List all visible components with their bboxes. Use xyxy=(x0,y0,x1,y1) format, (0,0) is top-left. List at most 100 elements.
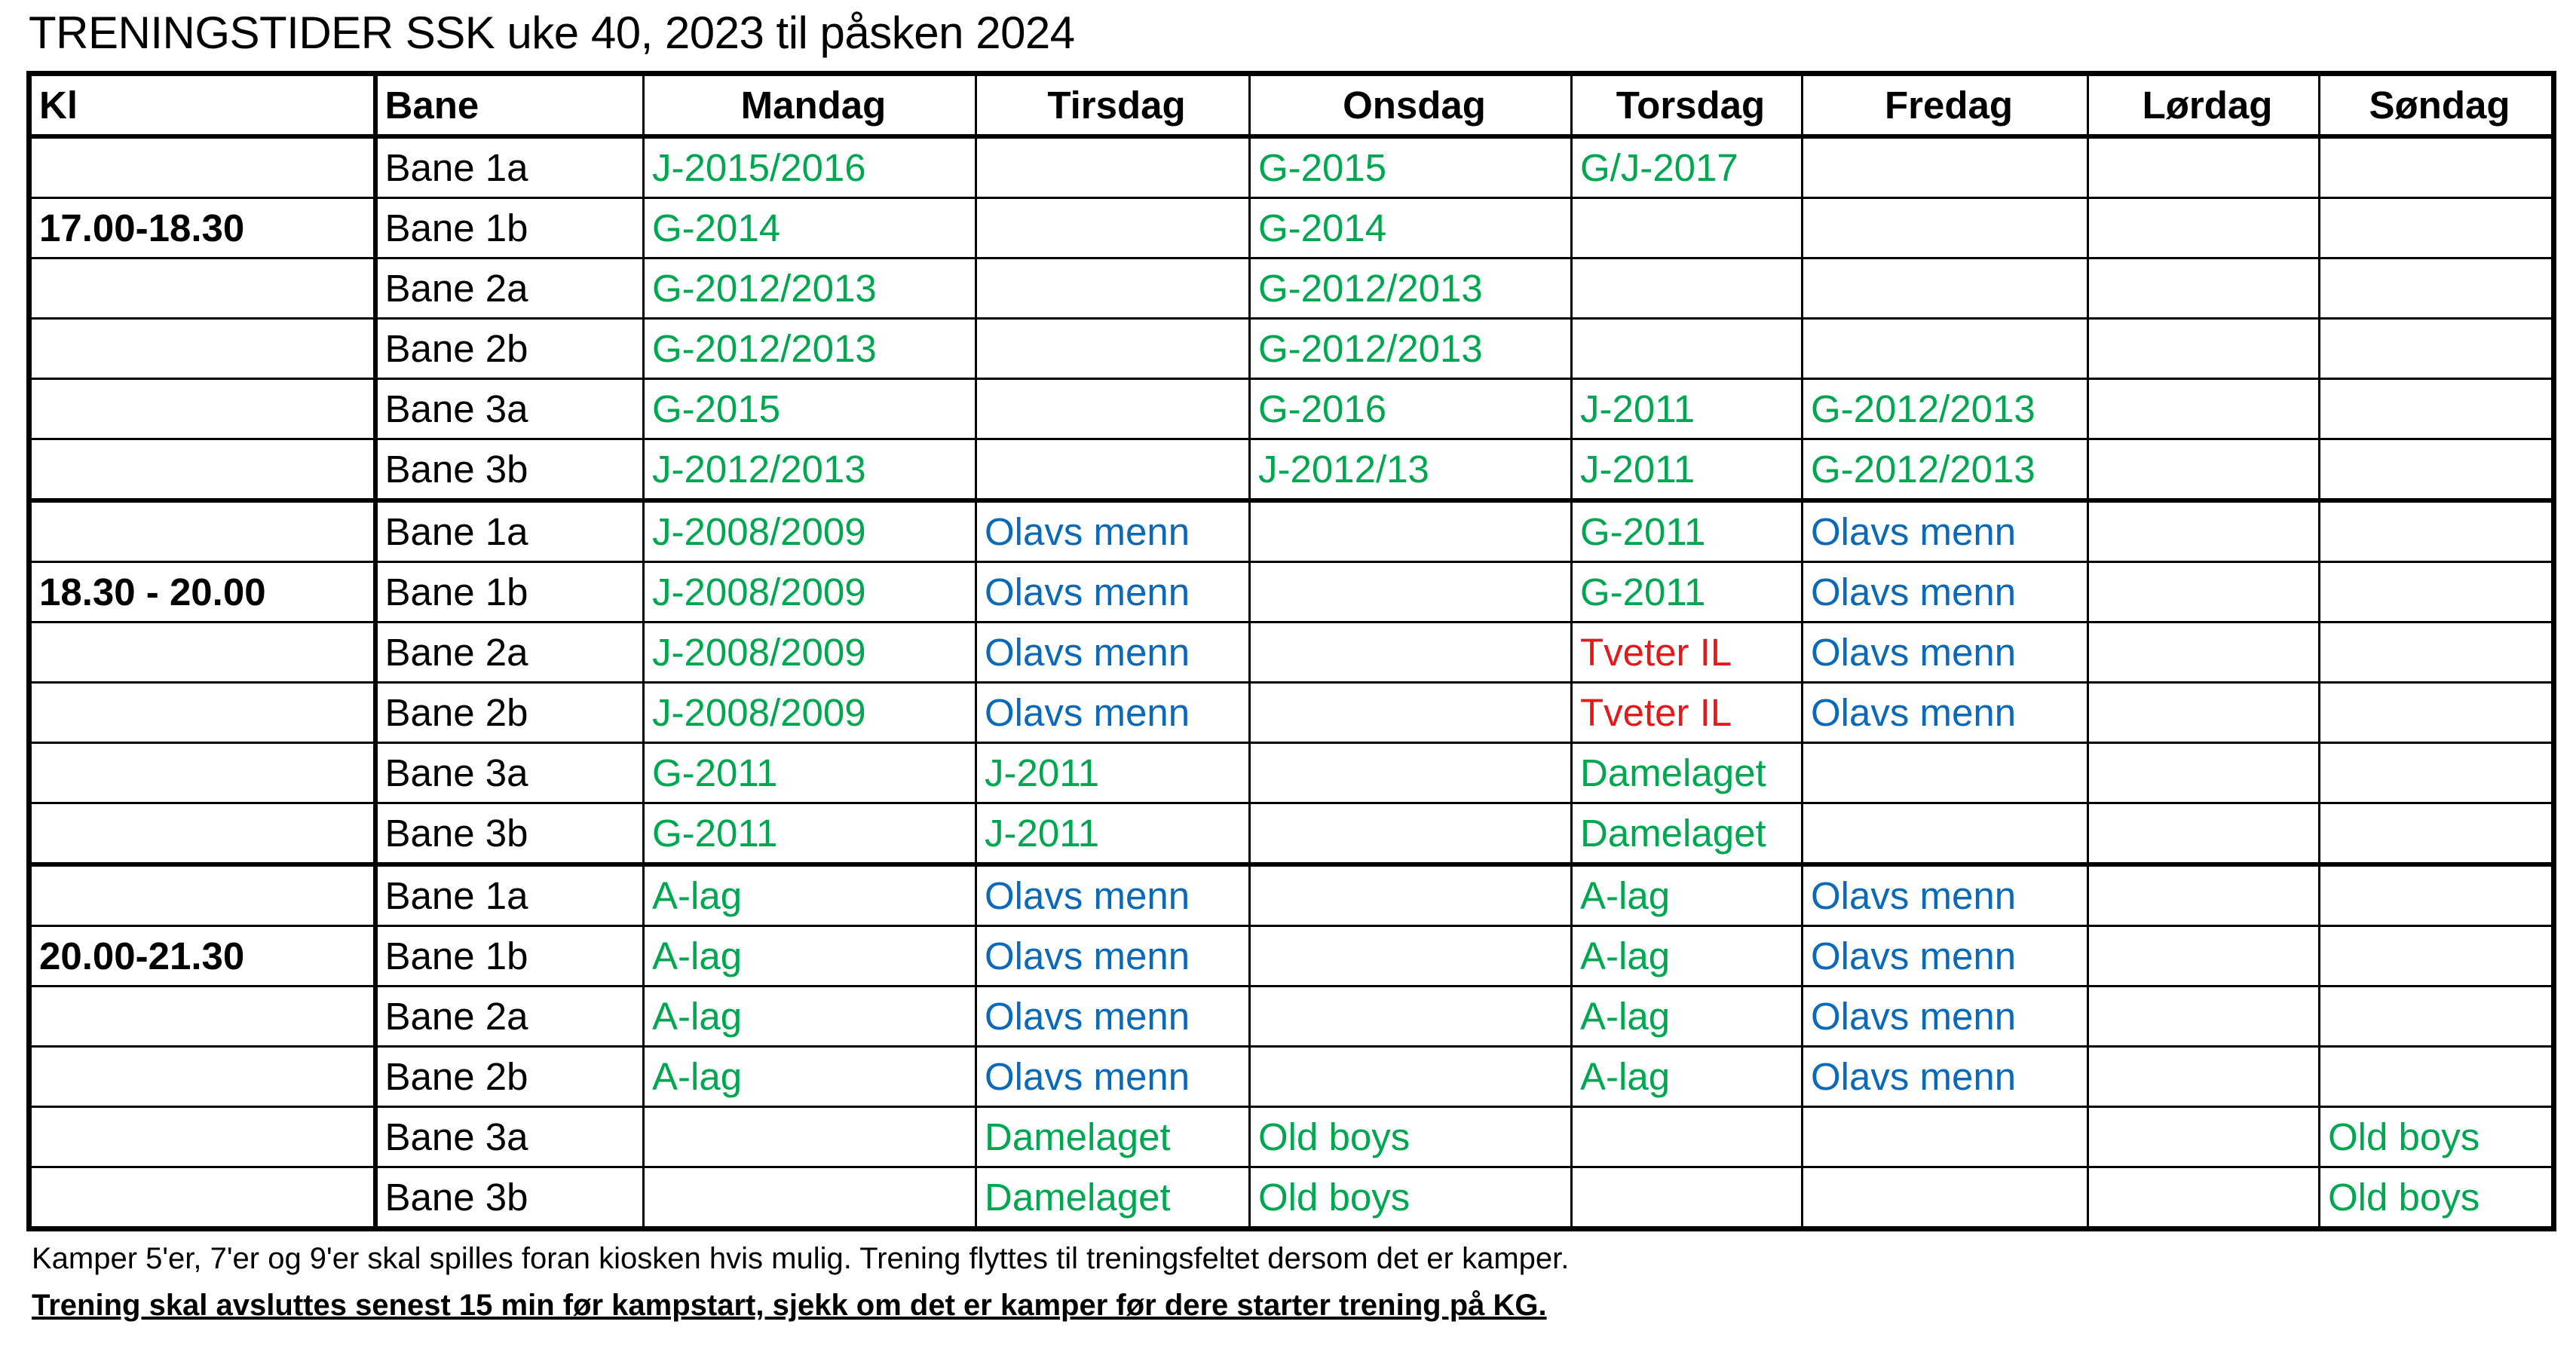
team-cell: Olavs menn xyxy=(1801,498,2089,563)
training-schedule-table: Kl Bane Mandag Tirsdag Onsdag Torsdag Fr… xyxy=(26,71,2556,1231)
team-cell: Olavs menn xyxy=(1801,561,2089,623)
header-row: Kl Bane Mandag Tirsdag Onsdag Torsdag Fr… xyxy=(28,72,2555,139)
team-cell xyxy=(2087,1045,2320,1108)
team-cell: G-2012/2013 xyxy=(1801,378,2089,440)
team-cell: J-2012/13 xyxy=(1248,438,1573,502)
team-cell xyxy=(2318,197,2555,259)
field-cell: Bane 1a xyxy=(374,134,645,199)
team-cell xyxy=(1570,197,1803,259)
team-cell: Damelaget xyxy=(975,1106,1251,1168)
header-tirsdag: Tirsdag xyxy=(975,72,1251,139)
team-cell: G-2012/2013 xyxy=(1801,438,2089,502)
team-cell: Olavs menn xyxy=(1801,862,2089,927)
field-cell: Bane 3b xyxy=(374,438,645,502)
team-cell: J-2011 xyxy=(975,742,1251,804)
team-cell: Olavs menn xyxy=(1801,681,2089,744)
team-cell: Olavs menn xyxy=(1801,985,2089,1048)
header-mandag: Mandag xyxy=(642,72,977,139)
time-slot-cell xyxy=(28,1106,378,1168)
field-cell: Bane 2a xyxy=(374,621,645,684)
team-cell: Old boys xyxy=(2318,1106,2555,1168)
team-cell xyxy=(2318,1045,2555,1108)
table-row: Bane 1a J-2008/2009 Olavs menn G-2011 Olavs … xyxy=(28,498,2555,563)
time-slot-cell: 20.00-21.30 xyxy=(28,925,378,987)
time-slot-cell xyxy=(28,1045,378,1108)
table-row: Bane 1a J-2015/2016 G-2015 G/J-2017 xyxy=(28,134,2555,199)
team-cell: J-2008/2009 xyxy=(642,561,977,623)
team-cell xyxy=(975,438,1251,502)
team-cell: A-lag xyxy=(642,985,977,1048)
table-row: Bane 2a G-2012/2013 G-2012/2013 xyxy=(28,257,2555,320)
team-cell xyxy=(2318,134,2555,199)
team-cell xyxy=(2087,257,2320,320)
time-slot-cell xyxy=(28,257,378,320)
field-cell: Bane 2b xyxy=(374,1045,645,1108)
team-cell: Old boys xyxy=(1248,1106,1573,1168)
team-cell xyxy=(2087,317,2320,380)
team-cell xyxy=(2087,985,2320,1048)
team-cell: Olavs menn xyxy=(975,681,1251,744)
team-cell: Olavs menn xyxy=(975,862,1251,927)
team-cell xyxy=(642,1106,977,1168)
table-row: Bane 3b G-2011 J-2011 Damelaget xyxy=(28,802,2555,866)
team-cell: J-2008/2009 xyxy=(642,621,977,684)
team-cell: J-2008/2009 xyxy=(642,498,977,563)
field-cell: Bane 1a xyxy=(374,498,645,563)
team-cell: Damelaget xyxy=(975,1166,1251,1230)
team-cell xyxy=(2318,862,2555,927)
document-title: TRENINGSTIDER SSK uke 40, 2023 til påske… xyxy=(29,8,1075,58)
team-cell xyxy=(2318,257,2555,320)
team-cell xyxy=(2087,1106,2320,1168)
time-slot-cell xyxy=(28,134,378,199)
team-cell xyxy=(975,378,1251,440)
team-cell: J-2011 xyxy=(975,802,1251,866)
table-row: Bane 2b G-2012/2013 G-2012/2013 xyxy=(28,317,2555,380)
team-cell: J-2011 xyxy=(1570,378,1803,440)
field-cell: Bane 2b xyxy=(374,681,645,744)
team-cell xyxy=(2318,317,2555,380)
team-cell: G-2011 xyxy=(642,802,977,866)
team-cell: G-2015 xyxy=(1248,134,1573,199)
team-cell xyxy=(1248,802,1573,866)
time-slot-cell xyxy=(28,378,378,440)
team-cell: J-2015/2016 xyxy=(642,134,977,199)
team-cell xyxy=(2318,742,2555,804)
team-cell: A-lag xyxy=(642,1045,977,1108)
team-cell xyxy=(975,317,1251,380)
field-cell: Bane 3a xyxy=(374,378,645,440)
team-cell xyxy=(2087,925,2320,987)
team-cell xyxy=(2318,378,2555,440)
team-cell xyxy=(2087,197,2320,259)
team-cell xyxy=(1248,681,1573,744)
team-cell xyxy=(2318,498,2555,563)
team-cell xyxy=(1570,257,1803,320)
team-cell xyxy=(2087,561,2320,623)
team-cell xyxy=(2318,561,2555,623)
team-cell: Tveter IL xyxy=(1570,621,1803,684)
team-cell xyxy=(1248,742,1573,804)
team-cell: G-2012/2013 xyxy=(1248,317,1573,380)
team-cell: Damelaget xyxy=(1570,742,1803,804)
team-cell: Olavs menn xyxy=(975,621,1251,684)
team-cell: J-2008/2009 xyxy=(642,681,977,744)
header-kl: Kl xyxy=(28,72,378,139)
table-row: Bane 3b Damelaget Old boys Old boys xyxy=(28,1166,2555,1230)
team-cell: G-2014 xyxy=(1248,197,1573,259)
header-sondag: Søndag xyxy=(2318,72,2555,139)
time-slot-cell xyxy=(28,1166,378,1230)
team-cell: Olavs menn xyxy=(975,925,1251,987)
note-matches-location: Kamper 5'er, 7'er og 9'er skal spilles f… xyxy=(32,1242,1570,1275)
team-cell: A-lag xyxy=(1570,862,1803,927)
team-cell xyxy=(1248,925,1573,987)
table-row: 18.30 - 20.00 Bane 1b J-2008/2009 Olavs men… xyxy=(28,561,2555,623)
team-cell xyxy=(2087,681,2320,744)
field-cell: Bane 2a xyxy=(374,257,645,320)
team-cell xyxy=(2087,802,2320,866)
time-slot-cell xyxy=(28,317,378,380)
team-cell xyxy=(2087,621,2320,684)
table-row: Bane 1a A-lag Olavs menn A-lag Olavs menn xyxy=(28,862,2555,927)
team-cell xyxy=(2087,1166,2320,1230)
field-cell: Bane 2b xyxy=(374,317,645,380)
team-cell xyxy=(1248,985,1573,1048)
team-cell xyxy=(2318,985,2555,1048)
